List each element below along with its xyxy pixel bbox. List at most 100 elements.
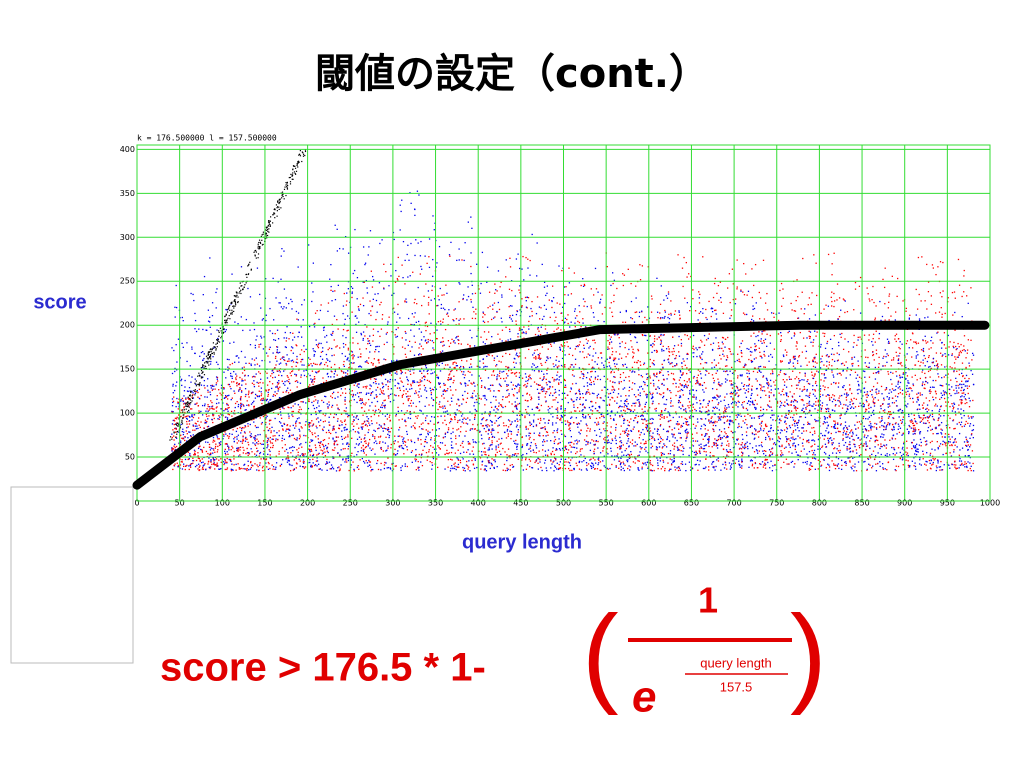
dot bbox=[779, 432, 782, 434]
dot bbox=[279, 302, 281, 304]
dot bbox=[261, 319, 264, 321]
dot bbox=[836, 465, 839, 467]
dot bbox=[737, 438, 739, 440]
dot bbox=[713, 465, 715, 468]
dot bbox=[555, 449, 557, 451]
dot bbox=[663, 299, 665, 301]
dot bbox=[771, 453, 773, 456]
dot bbox=[641, 418, 643, 420]
dot bbox=[789, 446, 791, 449]
dot bbox=[247, 465, 249, 467]
dot bbox=[926, 360, 929, 363]
dot bbox=[582, 278, 584, 280]
dot bbox=[964, 466, 966, 468]
dot bbox=[173, 439, 175, 441]
dot bbox=[874, 441, 876, 443]
dot bbox=[376, 462, 378, 465]
dot bbox=[713, 443, 716, 445]
dot bbox=[290, 360, 292, 362]
dot bbox=[527, 379, 529, 382]
dot bbox=[866, 287, 868, 289]
dot bbox=[249, 344, 252, 346]
dot bbox=[339, 455, 341, 457]
dot bbox=[189, 365, 191, 367]
dot bbox=[630, 282, 632, 285]
dot bbox=[825, 430, 827, 432]
dot bbox=[340, 449, 342, 451]
dot bbox=[880, 420, 882, 422]
dot bbox=[570, 417, 572, 419]
dot bbox=[899, 388, 901, 390]
dot bbox=[783, 355, 785, 358]
dot bbox=[175, 306, 178, 309]
dot bbox=[543, 387, 545, 389]
dot bbox=[218, 418, 220, 420]
dot bbox=[828, 319, 830, 322]
dot bbox=[339, 424, 341, 427]
dot bbox=[585, 462, 588, 464]
dot bbox=[540, 326, 542, 328]
dot bbox=[458, 404, 461, 407]
dot bbox=[256, 395, 258, 397]
dot bbox=[473, 345, 476, 347]
dot bbox=[621, 341, 623, 343]
dot bbox=[500, 317, 502, 319]
dot bbox=[462, 297, 464, 300]
dot bbox=[805, 430, 808, 432]
dot bbox=[521, 268, 523, 270]
dot bbox=[188, 431, 190, 433]
dot bbox=[533, 370, 536, 372]
dot bbox=[797, 384, 799, 386]
dot bbox=[786, 402, 788, 405]
dot bbox=[917, 451, 919, 453]
dot bbox=[755, 348, 757, 351]
dot bbox=[956, 423, 958, 425]
dot bbox=[696, 379, 699, 381]
dot bbox=[972, 470, 975, 472]
dot bbox=[494, 316, 496, 318]
dot bbox=[387, 385, 389, 388]
dot bbox=[798, 354, 801, 357]
dot bbox=[788, 410, 790, 412]
dot bbox=[916, 448, 918, 450]
dot bbox=[233, 390, 235, 392]
dot bbox=[529, 445, 532, 447]
dot bbox=[456, 365, 459, 367]
dot bbox=[832, 374, 834, 376]
dot bbox=[611, 389, 613, 391]
dot bbox=[578, 390, 581, 393]
dot bbox=[935, 465, 938, 467]
dot bbox=[189, 464, 191, 466]
dot bbox=[266, 398, 268, 400]
dot bbox=[546, 356, 548, 358]
dot bbox=[225, 454, 227, 456]
dot bbox=[767, 430, 770, 433]
dot bbox=[655, 349, 658, 352]
dot bbox=[788, 425, 791, 427]
dot bbox=[862, 402, 865, 405]
dot bbox=[592, 462, 594, 465]
dot bbox=[327, 406, 329, 408]
dot bbox=[688, 401, 691, 403]
dot bbox=[677, 424, 679, 426]
dot bbox=[418, 328, 420, 330]
dot bbox=[176, 369, 178, 371]
dot bbox=[901, 389, 904, 391]
dot bbox=[844, 421, 847, 423]
dot bbox=[638, 402, 641, 404]
dot bbox=[616, 287, 618, 290]
dot bbox=[941, 316, 943, 318]
dot bbox=[299, 434, 301, 436]
dot bbox=[567, 461, 569, 463]
dot bbox=[797, 458, 799, 461]
dot bbox=[390, 443, 392, 446]
dot bbox=[462, 458, 464, 460]
dot bbox=[521, 332, 523, 334]
dot bbox=[957, 258, 960, 261]
dot bbox=[790, 378, 792, 380]
dot bbox=[885, 426, 887, 428]
dot bbox=[836, 427, 839, 430]
dot bbox=[325, 413, 327, 415]
dot bbox=[862, 444, 864, 447]
dot bbox=[564, 379, 566, 382]
